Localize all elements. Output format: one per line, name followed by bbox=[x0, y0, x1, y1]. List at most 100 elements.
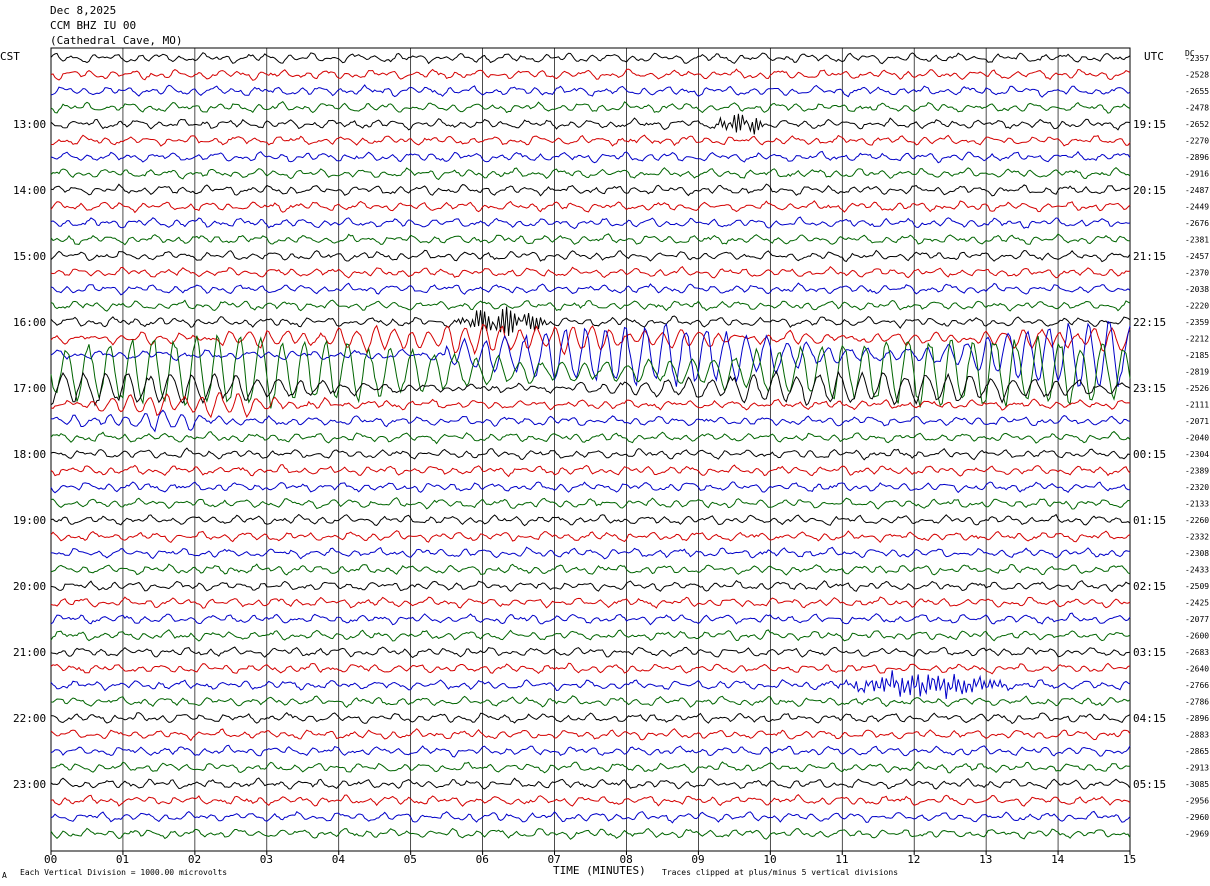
utc-hour-label: 23:15 bbox=[1133, 382, 1166, 395]
seismic-trace bbox=[50, 409, 1131, 433]
seismic-trace bbox=[50, 233, 1130, 246]
x-axis-title: TIME (MINUTES) bbox=[553, 864, 646, 877]
seismic-trace bbox=[50, 827, 1131, 840]
x-tick-label: 00 bbox=[44, 853, 57, 866]
seismic-trace bbox=[50, 530, 1131, 544]
dc-offset-label: -2865 bbox=[1185, 747, 1209, 756]
dc-offset-label: -2304 bbox=[1185, 450, 1209, 459]
dc-offset-label: -2960 bbox=[1185, 813, 1209, 822]
dc-offset-label: -2896 bbox=[1185, 153, 1209, 162]
dc-offset-label: -2487 bbox=[1185, 186, 1209, 195]
dc-offset-label: -2600 bbox=[1185, 632, 1209, 641]
dc-offset-label: -2370 bbox=[1185, 269, 1209, 278]
seismic-trace bbox=[50, 563, 1131, 576]
header-station: CCM BHZ IU 00 bbox=[50, 19, 137, 32]
seismic-trace bbox=[50, 695, 1131, 709]
x-tick-label: 13 bbox=[979, 853, 992, 866]
seismic-trace bbox=[50, 52, 1131, 65]
utc-hour-label: 20:15 bbox=[1133, 184, 1166, 197]
seismic-trace bbox=[51, 546, 1131, 560]
dc-offset-label: -2478 bbox=[1185, 104, 1209, 113]
seismic-trace bbox=[50, 200, 1131, 214]
seismic-trace bbox=[50, 497, 1131, 510]
seismic-trace bbox=[50, 777, 1131, 790]
right-zone-label: UTC bbox=[1144, 50, 1164, 63]
utc-hour-label: 03:15 bbox=[1133, 646, 1166, 659]
seismic-trace bbox=[50, 430, 1131, 445]
dc-offset-label: -2359 bbox=[1185, 318, 1209, 327]
x-tick-label: 09 bbox=[691, 853, 704, 866]
seismic-trace bbox=[50, 216, 1131, 230]
x-tick-label: 04 bbox=[332, 853, 346, 866]
trace-group bbox=[50, 52, 1131, 840]
x-tick-label: 01 bbox=[116, 853, 129, 866]
cst-hour-label: 21:00 bbox=[13, 646, 46, 659]
dc-offset-label: -2260 bbox=[1185, 516, 1209, 525]
dc-offset-label: -2676 bbox=[1185, 219, 1209, 228]
corner-mark: A bbox=[2, 871, 7, 880]
x-tick-label: 15 bbox=[1123, 853, 1136, 866]
x-tick-label: 02 bbox=[188, 853, 201, 866]
utc-hour-label: 01:15 bbox=[1133, 514, 1166, 527]
dc-offset-label: -2640 bbox=[1185, 665, 1209, 674]
x-tick-label: 12 bbox=[907, 853, 920, 866]
x-tick-label: 11 bbox=[835, 853, 848, 866]
dc-offset-label: -2111 bbox=[1185, 401, 1209, 410]
seismic-trace bbox=[50, 447, 1131, 461]
left-zone-label: CST bbox=[0, 50, 20, 63]
dc-offset-label: -2077 bbox=[1185, 615, 1209, 624]
x-tick-label: 06 bbox=[476, 853, 489, 866]
dc-offset-label: -2655 bbox=[1185, 87, 1209, 96]
seismic-trace bbox=[50, 323, 1131, 356]
dc-offset-label: -2433 bbox=[1185, 566, 1209, 575]
x-tick-label: 03 bbox=[260, 853, 273, 866]
dc-offset-label: -2819 bbox=[1185, 368, 1209, 377]
dc-offset-label: -2528 bbox=[1185, 71, 1209, 80]
seismic-trace bbox=[50, 183, 1131, 197]
cst-hour-label: 15:00 bbox=[13, 250, 46, 263]
seismic-trace bbox=[50, 612, 1131, 626]
dc-offset-label: -2040 bbox=[1185, 434, 1209, 443]
cst-hour-label: 17:00 bbox=[13, 382, 46, 395]
seismic-trace bbox=[50, 728, 1131, 742]
dc-offset-label: -2683 bbox=[1185, 648, 1209, 657]
x-tick-label: 07 bbox=[548, 853, 561, 866]
cst-hour-label: 14:00 bbox=[13, 184, 46, 197]
dc-offset-label: -2332 bbox=[1185, 533, 1209, 542]
dc-offset-label: -2357 bbox=[1185, 54, 1209, 63]
seismic-trace bbox=[50, 481, 1131, 494]
dc-offset-label: -2913 bbox=[1185, 764, 1209, 773]
cst-hour-label: 19:00 bbox=[13, 514, 46, 527]
cst-hour-label: 13:00 bbox=[13, 118, 46, 131]
seismic-trace bbox=[50, 282, 1131, 296]
dc-offset-label: -2308 bbox=[1185, 549, 1209, 558]
header-date: Dec 8,2025 bbox=[50, 4, 117, 17]
dc-offset-label: -2457 bbox=[1185, 252, 1209, 261]
cst-hour-label: 20:00 bbox=[13, 580, 46, 593]
utc-hour-label: 00:15 bbox=[1133, 448, 1166, 461]
cst-hour-label: 16:00 bbox=[13, 316, 46, 329]
utc-hour-label: 19:15 bbox=[1133, 118, 1166, 131]
cst-hour-label: 23:00 bbox=[13, 778, 46, 791]
dc-offset-label: -2133 bbox=[1185, 500, 1209, 509]
dc-offset-label: -2896 bbox=[1185, 714, 1209, 723]
seismic-trace bbox=[50, 596, 1131, 609]
seismic-trace bbox=[50, 670, 1131, 700]
dc-offset-label: -2956 bbox=[1185, 797, 1209, 806]
dc-offset-label: -2185 bbox=[1185, 351, 1209, 360]
division-note: Each Vertical Division = 1000.00 microvo… bbox=[20, 868, 227, 877]
seismic-trace bbox=[50, 580, 1131, 593]
dc-offset-label: -2509 bbox=[1185, 582, 1209, 591]
seismic-trace bbox=[50, 513, 1131, 527]
seismic-trace bbox=[50, 306, 1131, 336]
utc-hour-label: 02:15 bbox=[1133, 580, 1166, 593]
dc-offset-label: -2652 bbox=[1185, 120, 1209, 129]
dc-offset-label: -2883 bbox=[1185, 731, 1209, 740]
x-tick-label: 14 bbox=[1051, 853, 1065, 866]
dc-offset-label: -2969 bbox=[1185, 830, 1209, 839]
seismic-trace bbox=[50, 299, 1131, 312]
utc-hour-label: 04:15 bbox=[1133, 712, 1166, 725]
seismic-trace bbox=[50, 662, 1131, 675]
grid bbox=[50, 47, 1131, 855]
